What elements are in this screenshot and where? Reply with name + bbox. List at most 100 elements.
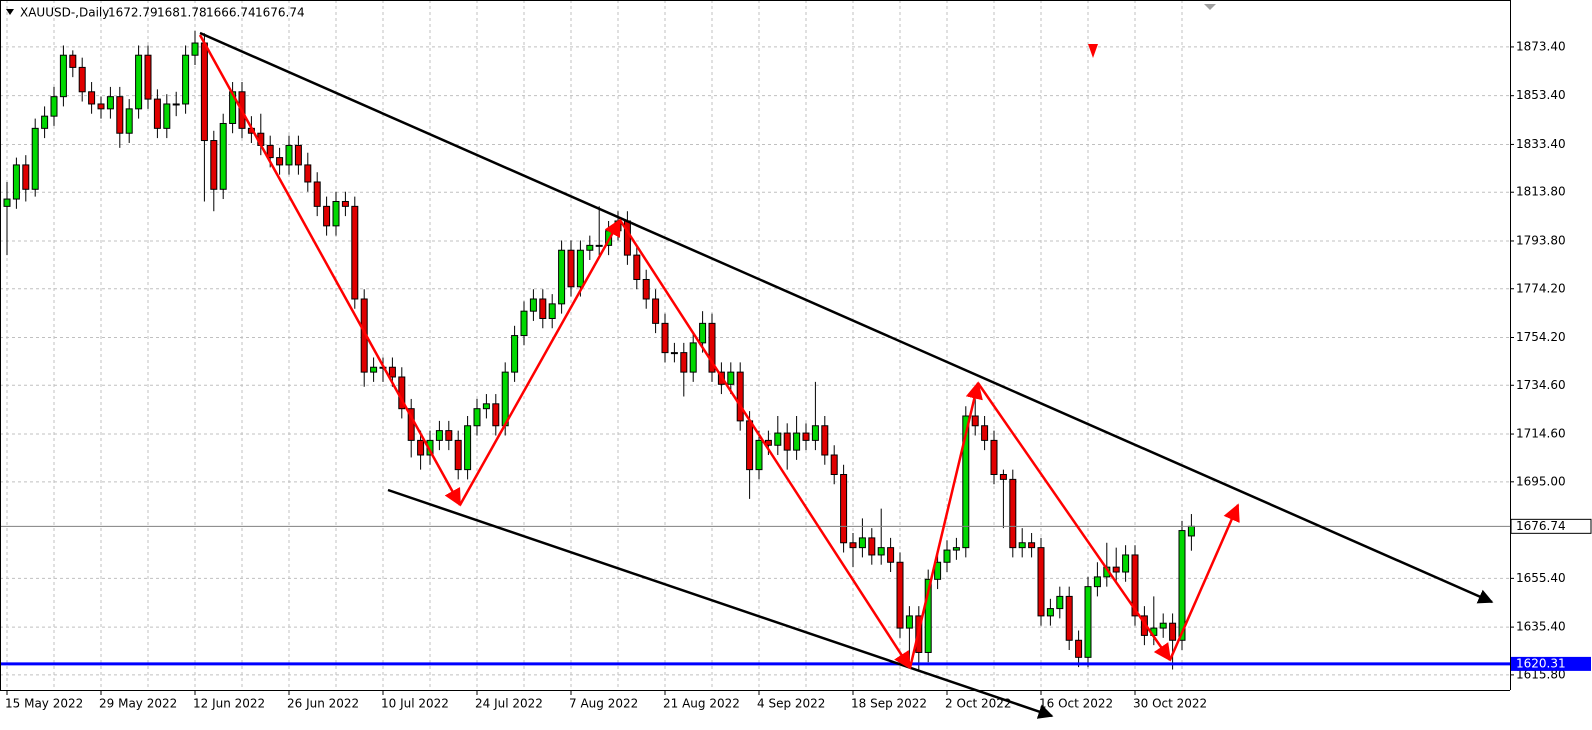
candle-body xyxy=(3,198,11,207)
candle-body xyxy=(896,561,904,629)
candle-body xyxy=(200,42,208,142)
y-tick-label: 1635.40 xyxy=(1516,620,1566,634)
candle-body xyxy=(445,430,453,441)
candle-body xyxy=(755,439,763,471)
y-tick-label: 1793.80 xyxy=(1516,233,1566,247)
candle-body xyxy=(774,432,782,446)
x-tick-label: 21 Aug 2022 xyxy=(663,697,740,711)
menu-triangle[interactable] xyxy=(6,9,14,15)
candle-body xyxy=(1028,542,1036,549)
y-tick-label: 1774.20 xyxy=(1516,281,1566,295)
candle-body xyxy=(727,371,735,385)
candle-body xyxy=(482,403,490,410)
candle-body xyxy=(1056,595,1064,610)
candle-body xyxy=(990,439,998,476)
candle-body xyxy=(454,439,462,471)
candle-body xyxy=(1112,566,1120,573)
candle-body xyxy=(905,615,913,629)
candles xyxy=(0,30,1510,670)
candle-body xyxy=(652,298,660,324)
candle-body xyxy=(924,578,932,653)
candle-body xyxy=(219,122,227,190)
candle-body xyxy=(59,54,67,98)
candle-body xyxy=(1178,530,1186,641)
candle-body xyxy=(304,164,312,183)
candle-body xyxy=(50,96,58,117)
high-value: 1681.78 xyxy=(157,6,207,20)
candle-body xyxy=(182,54,190,105)
candle-body xyxy=(548,303,556,319)
x-tick-label: 7 Aug 2022 xyxy=(569,697,638,711)
candle-body xyxy=(285,144,293,166)
candle-body xyxy=(783,432,791,451)
candle-body xyxy=(492,403,500,427)
candle-body xyxy=(642,278,650,300)
candle-body xyxy=(811,425,819,441)
x-tick-label: 16 Oct 2022 xyxy=(1039,697,1113,711)
trend-line-lower xyxy=(387,488,1054,719)
candle-body xyxy=(294,144,302,166)
sell-marker xyxy=(1088,44,1098,58)
candle-body xyxy=(78,66,86,93)
candle-body xyxy=(266,144,274,159)
candle-body xyxy=(163,103,171,129)
candle-body xyxy=(135,54,143,110)
candle-body xyxy=(1009,478,1017,549)
candle-body xyxy=(868,537,876,556)
candle-body xyxy=(830,454,838,476)
candle-body xyxy=(341,200,349,207)
candle-body xyxy=(858,537,866,549)
x-tick-label: 10 Jul 2022 xyxy=(381,697,449,711)
candle-body xyxy=(699,322,707,344)
last-price-label: 1676.74 xyxy=(1516,519,1566,533)
candle-body xyxy=(1169,622,1177,641)
candle-body xyxy=(887,547,895,563)
candle-body xyxy=(529,298,537,312)
candle-body xyxy=(464,425,472,471)
candle-body xyxy=(88,91,96,105)
candle-body xyxy=(501,371,509,427)
x-tick-label: 15 May 2022 xyxy=(5,697,83,711)
x-tick-label: 12 Jun 2022 xyxy=(193,697,265,711)
candle-body xyxy=(1065,595,1073,641)
candle-body xyxy=(840,474,848,544)
zigzag-arrow xyxy=(976,382,1172,662)
y-tick-label: 1853.40 xyxy=(1516,88,1566,102)
x-tick-label: 24 Jul 2022 xyxy=(475,697,543,711)
candle-body xyxy=(41,115,49,129)
x-tick-label: 2 Oct 2022 xyxy=(945,697,1012,711)
candle-body xyxy=(943,549,951,563)
candle-body xyxy=(473,408,481,427)
candle-body xyxy=(971,415,979,427)
y-tick-label: 1714.60 xyxy=(1516,427,1566,441)
candle-body xyxy=(31,127,39,190)
candle-body xyxy=(802,432,810,441)
candle-body xyxy=(1187,525,1195,537)
low-value: 1666.74 xyxy=(206,6,256,20)
x-tick-label: 4 Sep 2022 xyxy=(757,697,825,711)
candle-body xyxy=(793,432,801,451)
axes: 1873.40 1853.40 1833.40 1813.80 1793.80 1774.… xyxy=(5,39,1592,711)
x-tick-label: 26 Jun 2022 xyxy=(287,697,359,711)
candle-body xyxy=(22,164,30,190)
last-price-box xyxy=(1510,518,1592,534)
y-tick-label: 1754.20 xyxy=(1516,330,1566,344)
candle-body xyxy=(153,98,161,129)
candle-body xyxy=(962,415,970,549)
candle-body xyxy=(323,205,331,227)
candle-body xyxy=(97,103,105,110)
candle-body xyxy=(567,249,575,288)
candle-body xyxy=(1075,639,1083,658)
candle-body xyxy=(689,342,697,373)
zigzag-arrow xyxy=(908,381,983,669)
candle-body xyxy=(1131,554,1139,617)
candle-body xyxy=(1018,542,1026,549)
candle-body xyxy=(191,42,199,56)
candle-body xyxy=(1159,622,1167,629)
trend-line-upper xyxy=(199,31,1494,604)
candle-body xyxy=(172,103,180,106)
candle-body xyxy=(1093,576,1101,588)
